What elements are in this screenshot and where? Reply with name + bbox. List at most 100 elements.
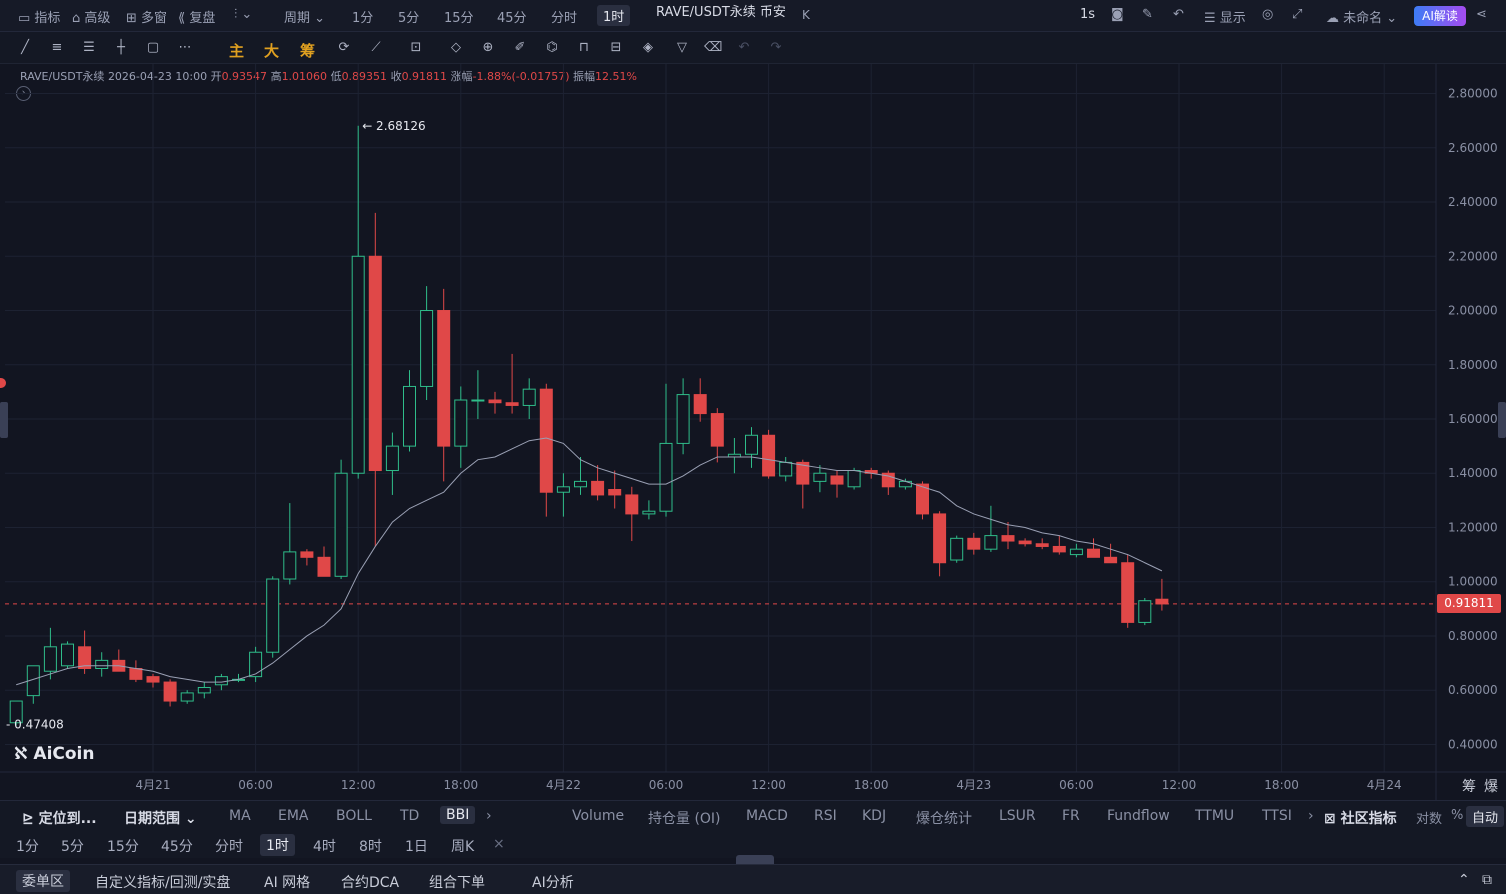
legend-symbol: RAVE/USDT永续 <box>20 70 105 83</box>
refresh-rate[interactable]: 1s <box>1080 7 1096 22</box>
candlestick-chart[interactable]: 2.80000 2.60000 2.40000 2.20000 2.00000 1.800… <box>0 64 1506 800</box>
indicator-ma[interactable]: MA <box>229 808 251 824</box>
chips-button[interactable]: 筹 <box>300 42 316 60</box>
period-45m[interactable]: 45分 <box>161 839 193 855</box>
community-indicators-button[interactable]: ⊠ 社区指标 <box>1324 811 1397 827</box>
alert-marker[interactable] <box>0 378 6 388</box>
period-5m[interactable]: 5分 <box>61 839 84 855</box>
trash-icon[interactable]: ⌫ <box>704 40 723 55</box>
period-4h[interactable]: 4时 <box>313 839 336 855</box>
left-panel-handle[interactable] <box>0 402 8 438</box>
fib-tool-icon[interactable]: ⟳ <box>338 40 350 55</box>
camera-icon[interactable]: ◙ <box>1111 7 1124 22</box>
replay-menu[interactable]: ⟪ 复盘 <box>178 11 216 26</box>
indicator-rsi[interactable]: RSI <box>814 808 837 824</box>
indicator-oi[interactable]: 持仓量 (OI) <box>648 811 721 827</box>
filter-icon[interactable]: ▽ <box>677 40 687 55</box>
main-force-button[interactable]: 主 <box>229 42 245 60</box>
panel-expand-handle[interactable] <box>736 855 774 864</box>
period-15m[interactable]: 15分 <box>107 839 139 855</box>
topbar-period-timeshare[interactable]: 分时 <box>551 11 578 26</box>
topbar-period-15m[interactable]: 15分 <box>444 11 474 26</box>
rectangle-icon[interactable]: ▢ <box>146 40 160 55</box>
topbar-period-1h[interactable]: 1时 <box>597 5 631 26</box>
undo-drawing-icon[interactable]: ↶ <box>738 40 750 55</box>
date-range-button[interactable]: 日期范围 ⌄ <box>124 811 197 827</box>
topbar-period-45m[interactable]: 45分 <box>497 11 527 26</box>
indicator-lsur[interactable]: LSUR <box>999 808 1036 824</box>
indicator-macd[interactable]: MACD <box>746 808 788 824</box>
pen-icon[interactable]: ✎ <box>1142 7 1153 22</box>
period-menu[interactable]: 周期 ⌄ <box>284 11 326 26</box>
indicator-td[interactable]: TD <box>400 808 420 824</box>
indicator-fr[interactable]: FR <box>1062 808 1080 824</box>
lock-icon[interactable]: ⊓ <box>578 40 590 55</box>
indicator-ema[interactable]: EMA <box>278 808 309 824</box>
undo-icon[interactable]: ↶ <box>1173 7 1184 22</box>
period-8h[interactable]: 8时 <box>359 839 382 855</box>
advanced-menu[interactable]: ⌂ 高级 <box>72 11 111 26</box>
popout-icon[interactable]: ⧉ <box>1482 872 1492 888</box>
candle-body <box>625 494 639 515</box>
indicator-ttmu[interactable]: TTMU <box>1195 808 1235 824</box>
period-1h[interactable]: 1时 <box>260 834 295 856</box>
tab-order-area[interactable]: 委单区 <box>16 870 70 892</box>
auto-scale-toggle[interactable]: 自动 <box>1466 806 1505 827</box>
log-scale-toggle[interactable]: 对数 <box>1416 812 1443 827</box>
x-tick-label: 06:00 <box>649 778 684 792</box>
chart-type-icon[interactable]: ⫶ ⌄ <box>234 7 253 22</box>
percent-scale-toggle[interactable]: % <box>1451 808 1464 823</box>
topbar-period-5m[interactable]: 5分 <box>398 11 420 26</box>
link-icon[interactable]: ⌬ <box>546 40 558 55</box>
locate-button[interactable]: ⊵ 定位到... <box>22 811 97 827</box>
template-icon[interactable]: ⊟ <box>610 40 622 55</box>
period-1m[interactable]: 1分 <box>16 839 39 855</box>
text-tool-icon[interactable]: ⊡ <box>410 40 422 55</box>
more-tools-icon[interactable]: ⋯ <box>178 40 192 55</box>
share-icon[interactable]: ⋖ <box>1476 7 1487 22</box>
ai-read-button[interactable]: AI解读 <box>1414 6 1466 26</box>
scroll-right-icon-2[interactable]: › <box>1308 808 1314 824</box>
chips-distribution-button[interactable]: 筹 <box>1462 779 1476 795</box>
fullscreen-icon[interactable]: ⤢ <box>1292 7 1303 22</box>
trendline-icon[interactable]: ╱ <box>21 40 29 55</box>
tab-combo-order[interactable]: 组合下单 <box>429 875 485 891</box>
layout-name-menu[interactable]: ☁ 未命名 ⌄ <box>1326 11 1398 26</box>
indicator-ttsi[interactable]: TTSI <box>1262 808 1292 824</box>
scroll-right-icon[interactable]: › <box>486 808 492 824</box>
redo-drawing-icon[interactable]: ↷ <box>770 40 782 55</box>
measure-tool-icon[interactable]: ⟋ <box>371 40 381 55</box>
indicator-bbi[interactable]: BBI <box>440 806 476 824</box>
indicator-boll[interactable]: BOLL <box>336 808 372 824</box>
y-tick-label: 1.20000 <box>1448 520 1498 534</box>
zoom-icon[interactable]: ⊕ <box>482 40 494 55</box>
candle-body <box>43 646 57 672</box>
large-order-button[interactable]: 大 <box>264 42 280 60</box>
indicator-kdj[interactable]: KDJ <box>862 808 887 824</box>
magnet-icon[interactable]: ◈ <box>643 40 653 55</box>
tab-ai-analysis[interactable]: AI分析 <box>532 875 574 891</box>
horizontal-ray-icon[interactable]: ┼ <box>117 40 125 55</box>
indicators-menu[interactable]: ▭ 指标 <box>18 11 61 26</box>
parallel-lines-icon[interactable]: ≡ <box>51 40 63 55</box>
tab-contract-dca[interactable]: 合约DCA <box>341 875 400 891</box>
indicator-fundflow[interactable]: Fundflow <box>1107 808 1170 824</box>
indicator-volume[interactable]: Volume <box>572 808 625 824</box>
horizontal-lines-icon[interactable]: ☰ <box>83 40 95 55</box>
close-period-icon[interactable]: × <box>493 836 505 852</box>
period-1d[interactable]: 1日 <box>405 839 428 855</box>
right-panel-handle[interactable] <box>1498 402 1506 438</box>
brush-icon[interactable]: ✐ <box>514 40 526 55</box>
multi-window-menu[interactable]: ⊞ 多窗 <box>126 11 168 26</box>
display-menu[interactable]: ☰ 显示 <box>1204 11 1246 26</box>
liquidation-button[interactable]: 爆 <box>1484 779 1498 795</box>
tab-custom-indicators[interactable]: 自定义指标/回测/实盘 <box>95 875 231 891</box>
collapse-up-icon[interactable]: ⌃ <box>1458 872 1470 888</box>
tab-ai-grid[interactable]: AI 网格 <box>264 875 311 891</box>
period-timeshare[interactable]: 分时 <box>215 839 243 855</box>
topbar-period-1m[interactable]: 1分 <box>352 11 374 26</box>
settings-icon[interactable]: ◎ <box>1262 7 1274 22</box>
period-week[interactable]: 周K <box>451 839 475 855</box>
eraser-icon[interactable]: ◇ <box>451 40 461 55</box>
indicator-liquidation[interactable]: 爆仓统计 <box>916 811 972 827</box>
